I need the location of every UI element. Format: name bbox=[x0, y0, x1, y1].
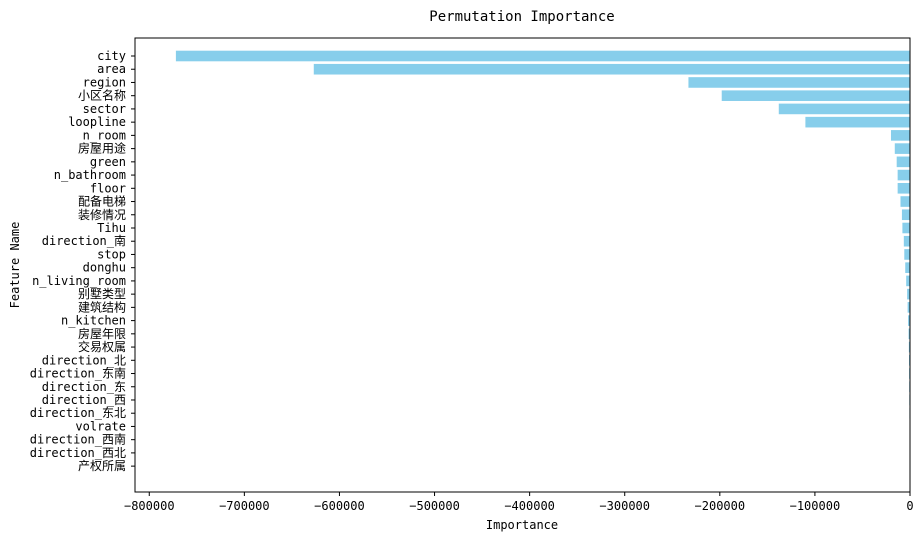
y-axis-label: Feature Name bbox=[8, 222, 22, 309]
bar bbox=[897, 169, 910, 181]
y-tick-label: n_kitchen bbox=[61, 314, 126, 328]
y-tick-label: floor bbox=[90, 181, 126, 195]
bar bbox=[906, 275, 910, 287]
x-tick-label: −200000 bbox=[695, 499, 746, 513]
y-tick-label: 房屋年限 bbox=[78, 326, 126, 341]
x-ticks: −800000 −700000 −600000 −500000 −400000 −3000… bbox=[124, 492, 914, 513]
y-tick-label: Tihu bbox=[97, 221, 126, 235]
bar bbox=[175, 50, 910, 62]
y-tick-label: n_living_room bbox=[32, 274, 126, 288]
bar bbox=[688, 77, 910, 88]
y-tick-label: 建筑结构 bbox=[78, 299, 126, 314]
bar bbox=[902, 222, 910, 234]
bar bbox=[908, 341, 910, 353]
chart-title: Permutation Importance bbox=[429, 9, 614, 25]
bar bbox=[908, 328, 910, 340]
x-tick-label: −700000 bbox=[219, 499, 270, 513]
y-tick-label: area bbox=[97, 62, 126, 76]
y-tick-label: direction_西北 bbox=[30, 446, 126, 460]
x-tick-label: −600000 bbox=[314, 499, 365, 513]
x-tick-label: 0 bbox=[906, 499, 913, 513]
y-tick-label: direction_西 bbox=[42, 393, 126, 407]
y-tick-label: direction_南 bbox=[42, 233, 126, 248]
x-tick-label: −400000 bbox=[504, 499, 555, 513]
y-tick-label: direction_东 bbox=[42, 380, 126, 394]
y-tick-label: sector bbox=[83, 102, 126, 116]
y-tick-label: green bbox=[90, 155, 126, 169]
bar bbox=[896, 156, 910, 168]
y-tick-labels: cityarearegion小区名称sectorlooplinen_room房屋… bbox=[30, 49, 135, 473]
y-tick-label: 小区名称 bbox=[78, 88, 126, 103]
bar bbox=[313, 63, 910, 75]
bar bbox=[721, 90, 910, 101]
x-tick-label: −500000 bbox=[409, 499, 460, 513]
bar bbox=[908, 315, 910, 326]
y-tick-label: region bbox=[83, 75, 126, 89]
x-tick-label: −100000 bbox=[790, 499, 841, 513]
bar bbox=[901, 209, 910, 221]
bar bbox=[778, 103, 910, 115]
y-tick-label: n_bathroom bbox=[54, 168, 126, 182]
bar bbox=[897, 183, 910, 194]
y-tick-label: city bbox=[97, 49, 126, 63]
y-tick-label: 配备电梯 bbox=[78, 195, 126, 209]
bar bbox=[900, 196, 910, 207]
y-tick-label: 房屋用途 bbox=[78, 141, 126, 156]
y-tick-label: loopline bbox=[68, 115, 126, 129]
y-tick-label: direction_东北 bbox=[30, 406, 126, 420]
plot-frame bbox=[134, 37, 911, 493]
y-tick-label: direction_东南 bbox=[30, 366, 126, 381]
y-tick-label: 别墅类型 bbox=[78, 287, 126, 301]
bar bbox=[905, 262, 910, 273]
bar bbox=[890, 130, 910, 141]
x-tick-label: −800000 bbox=[124, 499, 175, 513]
bar bbox=[894, 143, 910, 154]
x-axis-label: Importance bbox=[486, 518, 558, 532]
y-tick-label: 产权所属 bbox=[78, 459, 126, 473]
bar bbox=[907, 288, 910, 300]
y-tick-label: volrate bbox=[75, 419, 126, 433]
y-tick-label: 装修情况 bbox=[78, 207, 126, 222]
x-tick-label: −300000 bbox=[599, 499, 650, 513]
y-tick-label: 交易权属 bbox=[78, 339, 126, 354]
y-tick-label: donghu bbox=[83, 261, 126, 275]
bar bbox=[805, 116, 910, 128]
bar bbox=[903, 235, 910, 247]
y-tick-label: stop bbox=[97, 247, 126, 261]
y-tick-label: direction_北 bbox=[42, 353, 126, 367]
bar bbox=[907, 302, 910, 313]
y-tick-label: n_room bbox=[83, 128, 126, 142]
bar bbox=[904, 249, 910, 260]
y-tick-label: direction_西南 bbox=[30, 432, 126, 447]
bars-group bbox=[175, 50, 911, 472]
